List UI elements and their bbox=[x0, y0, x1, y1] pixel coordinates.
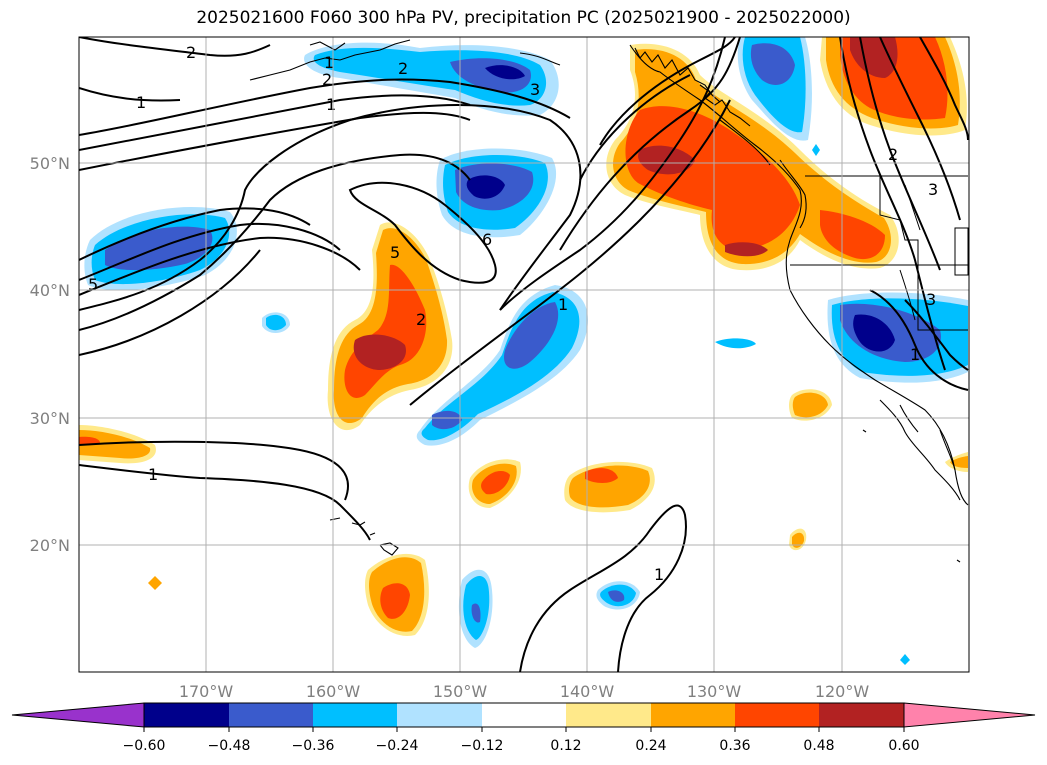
colorbar-tick-label: 0.60 bbox=[888, 738, 919, 754]
colorbar-tick-label: 0.12 bbox=[550, 738, 581, 754]
lon-label-160w: 160°W bbox=[306, 682, 361, 701]
contour-label: 1 bbox=[136, 93, 146, 112]
positive-anomaly-shading bbox=[79, 37, 968, 636]
colorbar-tick-label: −0.36 bbox=[292, 738, 335, 754]
colorbar-tick-label: 0.36 bbox=[719, 738, 750, 754]
contour-label: 1 bbox=[324, 53, 334, 72]
negative-anomaly-shading bbox=[84, 37, 968, 665]
contour-label: 2 bbox=[416, 310, 426, 329]
colorbar-tick-label: 0.24 bbox=[635, 738, 666, 754]
colorbar-ticks bbox=[143, 727, 905, 732]
colorbar-segment bbox=[229, 703, 313, 727]
colorbar-tick-label: −0.60 bbox=[123, 738, 166, 754]
coastlines bbox=[249, 39, 969, 563]
colorbar: −0.60 −0.48 −0.36 −0.24 −0.12 0.12 0.24 … bbox=[11, 702, 1036, 754]
colorbar-tick-label: 0.48 bbox=[803, 738, 834, 754]
colorbar-segment bbox=[735, 703, 819, 727]
colorbar-segment bbox=[819, 703, 904, 727]
longitude-labels: 170°W 160°W 150°W 140°W 130°W 120°W bbox=[179, 682, 870, 701]
contour-label: 3 bbox=[926, 290, 936, 309]
colorbar-segment bbox=[482, 703, 566, 727]
colorbar-segment bbox=[397, 703, 482, 727]
contour-label: 2 bbox=[398, 59, 408, 78]
contour-label: 3 bbox=[928, 180, 938, 199]
colorbar-segment bbox=[651, 703, 735, 727]
lon-label-120w: 120°W bbox=[815, 682, 870, 701]
contour-label: 3 bbox=[530, 80, 540, 99]
pv-contours bbox=[79, 37, 969, 672]
colorbar-segment bbox=[313, 703, 397, 727]
lat-label-20n: 20°N bbox=[30, 536, 70, 555]
contour-label: 5 bbox=[88, 275, 98, 294]
latitude-labels: 50°N 40°N 30°N 20°N bbox=[30, 154, 70, 555]
colorbar-tick-label: −0.48 bbox=[208, 738, 251, 754]
colorbar-tick-label: −0.12 bbox=[461, 738, 504, 754]
map-frame bbox=[78, 36, 970, 673]
contour-label: 2 bbox=[888, 145, 898, 164]
contour-label: 1 bbox=[558, 295, 568, 314]
contour-label: 1 bbox=[910, 345, 920, 364]
contour-label: 6 bbox=[482, 230, 492, 249]
lon-label-170w: 170°W bbox=[179, 682, 234, 701]
colorbar-low-extension bbox=[11, 702, 145, 728]
colorbar-frame bbox=[143, 702, 905, 728]
colorbar-high-extension bbox=[903, 702, 1036, 728]
contour-label: 1 bbox=[326, 95, 336, 114]
contour-label: 5 bbox=[390, 243, 400, 262]
lat-label-40n: 40°N bbox=[30, 281, 70, 300]
contour-labels: 2 1 2 1 3 5 2 6 1 5 2 1 1 1 2 3 3 1 bbox=[88, 43, 938, 584]
lon-label-130w: 130°W bbox=[687, 682, 742, 701]
gridlines bbox=[79, 37, 969, 672]
plot-title: 2025021600 F060 300 hPa PV, precipitatio… bbox=[196, 8, 851, 28]
contour-label: 2 bbox=[186, 43, 196, 62]
colorbar-segment bbox=[144, 703, 229, 727]
lon-label-150w: 150°W bbox=[433, 682, 488, 701]
colorbar-tick-label: −0.24 bbox=[376, 738, 419, 754]
lon-label-140w: 140°W bbox=[560, 682, 615, 701]
contour-label: 1 bbox=[148, 465, 158, 484]
lat-label-50n: 50°N bbox=[30, 154, 70, 173]
contour-label: 2 bbox=[322, 70, 332, 89]
lat-label-30n: 30°N bbox=[30, 409, 70, 428]
contour-label: 1 bbox=[654, 565, 664, 584]
colorbar-segment bbox=[566, 703, 651, 727]
